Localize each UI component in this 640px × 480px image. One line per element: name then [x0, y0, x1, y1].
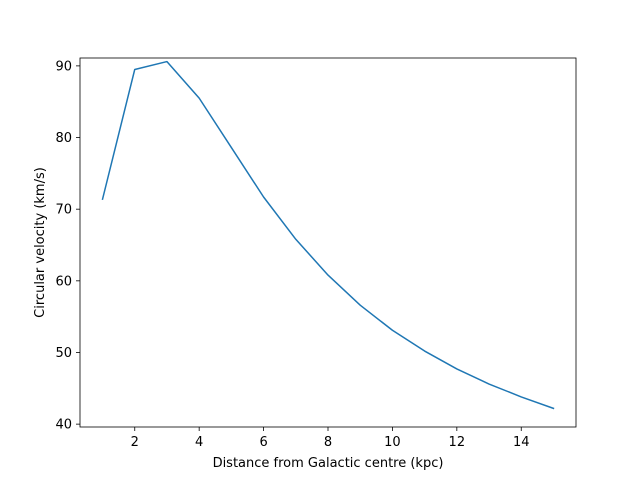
plot-area [101, 60, 555, 410]
y-tick-label: 40 [55, 418, 72, 433]
x-tick-label: 6 [259, 435, 267, 450]
y-tick-label: 80 [55, 131, 72, 146]
x-axis-label: Distance from Galactic centre (kpc) [213, 456, 444, 471]
x-tick-label: 10 [384, 435, 401, 450]
x-tick-label: 14 [513, 435, 530, 450]
x-tick-label: 2 [131, 435, 139, 450]
y-tick-label: 70 [55, 203, 72, 218]
axes-frame [79, 57, 577, 428]
axis-ticks: 2 4 6 8 10 12 14 40 50 60 70 80 90 [55, 59, 529, 450]
y-tick-label: 90 [55, 59, 72, 74]
y-tick-label: 60 [55, 274, 72, 289]
x-tick-label: 12 [449, 435, 466, 450]
x-tick-label: 8 [324, 435, 332, 450]
y-tick-label: 50 [55, 346, 72, 361]
y-axis-label: Circular velocity (km/s) [33, 167, 48, 318]
x-tick-label: 4 [195, 435, 203, 450]
